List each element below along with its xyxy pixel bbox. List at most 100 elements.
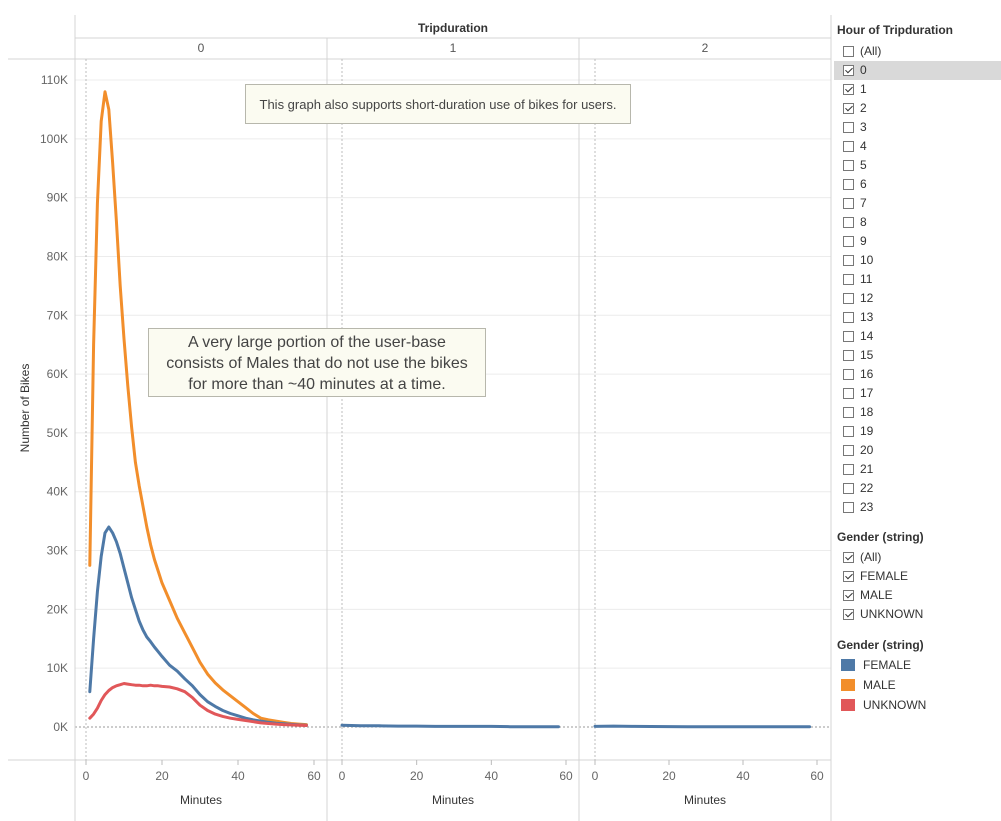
annotation-short-duration: This graph also supports short-duration … bbox=[245, 84, 631, 124]
hour-filter-label: 10 bbox=[860, 251, 873, 270]
hour-filter-item[interactable]: 14 bbox=[834, 327, 1001, 346]
legend-item[interactable]: MALE bbox=[834, 675, 1001, 695]
hour-filter-item[interactable]: 11 bbox=[834, 270, 1001, 289]
hour-filter-item[interactable]: 1 bbox=[834, 80, 1001, 99]
hour-filter-label: 1 bbox=[860, 80, 867, 99]
hour-filter-item[interactable]: 19 bbox=[834, 422, 1001, 441]
hour-filter-label: 2 bbox=[860, 99, 867, 118]
checkbox-icon[interactable] bbox=[843, 103, 854, 114]
checkbox-icon[interactable] bbox=[843, 84, 854, 95]
checkbox-icon[interactable] bbox=[843, 609, 854, 620]
gender-filter-title: Gender (string) bbox=[834, 528, 1001, 546]
checkbox-icon[interactable] bbox=[843, 160, 854, 171]
hour-filter-label: 9 bbox=[860, 232, 867, 251]
checkbox-icon[interactable] bbox=[843, 331, 854, 342]
hour-filter: Hour of Tripduration (All) 0 1 2 3 4 5 6 7 8 9 10 11… bbox=[834, 21, 1001, 517]
checkbox-icon[interactable] bbox=[843, 445, 854, 456]
checkbox-icon[interactable] bbox=[843, 217, 854, 228]
legend-label: UNKNOWN bbox=[863, 698, 926, 712]
checkbox-icon[interactable] bbox=[843, 122, 854, 133]
series-line-unknown-panel-0 bbox=[90, 684, 307, 726]
legend-swatch-icon bbox=[841, 659, 855, 671]
y-tick-label: 10K bbox=[47, 661, 68, 675]
color-legend-list: FEMALE MALE UNKNOWN bbox=[834, 655, 1001, 715]
hour-filter-item[interactable]: 8 bbox=[834, 213, 1001, 232]
gender-filter-label: MALE bbox=[860, 586, 893, 605]
hour-filter-item[interactable]: 9 bbox=[834, 232, 1001, 251]
hour-filter-item[interactable]: 20 bbox=[834, 441, 1001, 460]
x-tick-label: 60 bbox=[810, 769, 824, 783]
hour-filter-item[interactable]: 10 bbox=[834, 251, 1001, 270]
checkbox-icon[interactable] bbox=[843, 552, 854, 563]
legend-item[interactable]: FEMALE bbox=[834, 655, 1001, 675]
x-tick-label: 40 bbox=[736, 769, 750, 783]
x-tick-label: 60 bbox=[307, 769, 321, 783]
checkbox-icon[interactable] bbox=[843, 312, 854, 323]
hour-filter-item[interactable]: 16 bbox=[834, 365, 1001, 384]
gender-filter-item[interactable]: FEMALE bbox=[834, 567, 1001, 586]
chart-title: Tripduration bbox=[418, 21, 488, 35]
checkbox-icon[interactable] bbox=[843, 502, 854, 513]
hour-filter-label: 18 bbox=[860, 403, 873, 422]
legend-swatch-icon bbox=[841, 679, 855, 691]
checkbox-icon[interactable] bbox=[843, 426, 854, 437]
checkbox-icon[interactable] bbox=[843, 179, 854, 190]
checkbox-icon[interactable] bbox=[843, 274, 854, 285]
checkbox-icon[interactable] bbox=[843, 236, 854, 247]
hour-filter-item[interactable]: 13 bbox=[834, 308, 1001, 327]
panel-header: 1 bbox=[450, 41, 457, 55]
checkbox-icon[interactable] bbox=[843, 293, 854, 304]
hour-filter-label: 8 bbox=[860, 213, 867, 232]
checkbox-icon[interactable] bbox=[843, 198, 854, 209]
checkbox-icon[interactable] bbox=[843, 407, 854, 418]
checkbox-icon[interactable] bbox=[843, 388, 854, 399]
y-tick-label: 30K bbox=[47, 544, 68, 558]
hour-filter-item[interactable]: 5 bbox=[834, 156, 1001, 175]
gender-filter-item[interactable]: (All) bbox=[834, 548, 1001, 567]
annotation-males-line-3: for more than ~40 minutes at a time. bbox=[149, 374, 485, 395]
checkbox-icon[interactable] bbox=[843, 350, 854, 361]
checkbox-icon[interactable] bbox=[843, 590, 854, 601]
hour-filter-item[interactable]: 12 bbox=[834, 289, 1001, 308]
series-line-male-panel-0 bbox=[90, 92, 307, 725]
hour-filter-item[interactable]: 7 bbox=[834, 194, 1001, 213]
checkbox-icon[interactable] bbox=[843, 46, 854, 57]
y-tick-label: 60K bbox=[47, 367, 68, 381]
hour-filter-item[interactable]: 17 bbox=[834, 384, 1001, 403]
x-tick-label: 40 bbox=[485, 769, 499, 783]
hour-filter-item[interactable]: 23 bbox=[834, 498, 1001, 517]
y-tick-label: 40K bbox=[47, 485, 68, 499]
hour-filter-item[interactable]: 6 bbox=[834, 175, 1001, 194]
hour-filter-item[interactable]: 4 bbox=[834, 137, 1001, 156]
hour-filter-item[interactable]: 21 bbox=[834, 460, 1001, 479]
checkbox-icon[interactable] bbox=[843, 141, 854, 152]
series-line-female-panel-0 bbox=[90, 527, 307, 725]
x-tick-label: 20 bbox=[155, 769, 169, 783]
legend-item[interactable]: UNKNOWN bbox=[834, 695, 1001, 715]
hour-filter-item[interactable]: 0 bbox=[834, 61, 1001, 80]
checkbox-icon[interactable] bbox=[843, 571, 854, 582]
hour-filter-label: 19 bbox=[860, 422, 873, 441]
hour-filter-item[interactable]: 22 bbox=[834, 479, 1001, 498]
x-tick-label: 0 bbox=[83, 769, 90, 783]
hour-filter-item[interactable]: 3 bbox=[834, 118, 1001, 137]
legend-label: FEMALE bbox=[863, 658, 911, 672]
hour-filter-label: 13 bbox=[860, 308, 873, 327]
gender-filter-item[interactable]: UNKNOWN bbox=[834, 605, 1001, 624]
hour-filter-item[interactable]: 15 bbox=[834, 346, 1001, 365]
checkbox-icon[interactable] bbox=[843, 255, 854, 266]
gender-filter-item[interactable]: MALE bbox=[834, 586, 1001, 605]
hour-filter-item[interactable]: 2 bbox=[834, 99, 1001, 118]
y-tick-label: 90K bbox=[47, 191, 68, 205]
hour-filter-item[interactable]: 18 bbox=[834, 403, 1001, 422]
panel-header: 2 bbox=[702, 41, 709, 55]
hour-filter-item[interactable]: (All) bbox=[834, 42, 1001, 61]
hour-filter-label: 17 bbox=[860, 384, 873, 403]
checkbox-icon[interactable] bbox=[843, 464, 854, 475]
checkbox-icon[interactable] bbox=[843, 65, 854, 76]
legend-swatch-icon bbox=[841, 699, 855, 711]
x-axis-label: Minutes bbox=[684, 793, 726, 807]
checkbox-icon[interactable] bbox=[843, 483, 854, 494]
checkbox-icon[interactable] bbox=[843, 369, 854, 380]
hour-filter-label: 15 bbox=[860, 346, 873, 365]
